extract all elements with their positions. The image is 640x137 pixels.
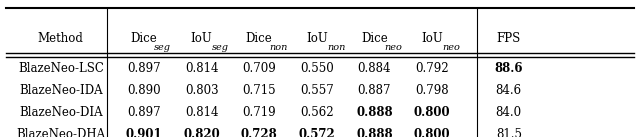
Text: 88.6: 88.6 [495,62,523,75]
Text: 0.800: 0.800 [413,106,451,119]
Text: Method: Method [38,32,84,45]
Text: 0.792: 0.792 [415,62,449,75]
Text: IoU: IoU [306,32,328,45]
Text: seg: seg [154,43,172,52]
Text: 0.890: 0.890 [127,84,161,97]
Text: 84.6: 84.6 [496,84,522,97]
Text: 0.887: 0.887 [358,84,391,97]
Text: 0.572: 0.572 [298,128,335,137]
Text: 0.562: 0.562 [300,106,333,119]
Text: 84.0: 84.0 [496,106,522,119]
Text: 0.557: 0.557 [300,84,333,97]
Text: 0.800: 0.800 [413,128,451,137]
Text: 0.901: 0.901 [125,128,163,137]
Text: 0.897: 0.897 [127,62,161,75]
Text: 0.897: 0.897 [127,106,161,119]
Text: 0.814: 0.814 [185,62,218,75]
Text: neo: neo [385,43,403,52]
Text: 81.5: 81.5 [496,128,522,137]
Text: 0.715: 0.715 [243,84,276,97]
Text: IoU: IoU [421,32,443,45]
Text: seg: seg [212,43,229,52]
Text: Dice: Dice [131,32,157,45]
Text: 0.803: 0.803 [185,84,218,97]
Text: non: non [327,43,346,52]
Text: Dice: Dice [361,32,388,45]
Text: 0.884: 0.884 [358,62,391,75]
Text: BlazeNeo-DIA: BlazeNeo-DIA [19,106,102,119]
Text: 0.550: 0.550 [300,62,333,75]
Text: 0.719: 0.719 [243,106,276,119]
Text: 0.814: 0.814 [185,106,218,119]
Text: 0.709: 0.709 [243,62,276,75]
Text: BlazeNeo-LSC: BlazeNeo-LSC [18,62,104,75]
Text: neo: neo [442,43,460,52]
Text: BlazeNeo-DHA: BlazeNeo-DHA [16,128,106,137]
Text: IoU: IoU [191,32,212,45]
Text: FPS: FPS [497,32,521,45]
Text: 0.798: 0.798 [415,84,449,97]
Text: Dice: Dice [246,32,273,45]
Text: 0.888: 0.888 [356,106,393,119]
Text: 0.728: 0.728 [241,128,278,137]
Text: 0.820: 0.820 [183,128,220,137]
Text: 0.888: 0.888 [356,128,393,137]
Text: non: non [269,43,288,52]
Text: BlazeNeo-IDA: BlazeNeo-IDA [19,84,102,97]
